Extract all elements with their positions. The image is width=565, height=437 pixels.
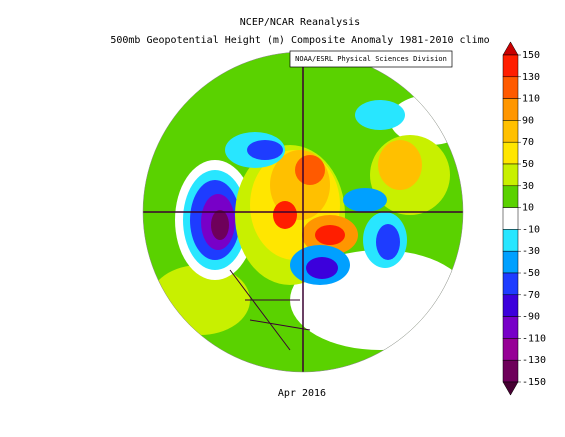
colorbar-tick-label: 50 [522, 159, 534, 170]
credit: NOAA/ESRL Physical Sciences Division [295, 55, 447, 63]
colorbar-segment [502, 54, 519, 78]
colorbar-tick-label: -70 [522, 290, 540, 301]
colorbar-tick-label: -30 [522, 246, 540, 257]
colorbar-segment [502, 76, 519, 99]
subtitle: 500mb Geopotential Height (m) Composite … [110, 35, 489, 46]
colorbar-segment [502, 207, 519, 230]
colorbar-tick-label: 10 [522, 203, 534, 214]
colorbar-tick-label: -130 [522, 355, 546, 366]
colorbar-segment [502, 338, 519, 361]
colorbar-arrow-top [502, 41, 519, 56]
date-label: Apr 2016 [278, 388, 326, 399]
colorbar-tick-label: -10 [522, 224, 540, 235]
colorbar-segment [502, 359, 519, 383]
colorbar-segment [502, 316, 519, 339]
colorbar-segment [502, 141, 519, 165]
colorbar-segment [502, 98, 519, 121]
colorbar-tick-label: 90 [522, 115, 534, 126]
colorbar-segment [502, 229, 519, 252]
colorbar-tick-label: -110 [522, 333, 546, 344]
colorbar-tick-label: -150 [522, 377, 546, 388]
colorbar-tick-label: 110 [522, 94, 540, 105]
colorbar-segment [502, 294, 519, 317]
colorbar-tick-label: -90 [522, 312, 540, 323]
colorbar-segment [502, 250, 519, 274]
colorbar-segment [502, 185, 519, 208]
credit-box [289, 50, 453, 68]
title: NCEP/NCAR Reanalysis [240, 17, 360, 28]
colorbar-segment [502, 163, 519, 187]
colorbar-tick-label: 130 [522, 72, 540, 83]
colorbar-tick-label: 150 [522, 50, 540, 61]
colorbar-segment [502, 272, 519, 296]
colorbar-tick-label: 30 [522, 181, 534, 192]
colorbar-segment [502, 120, 519, 143]
colorbar: 150 130 110 90 70 50 30 10 -10 -30 -50 -70 -90 -110 -1… [502, 41, 546, 396]
colorbar-tick-label: -50 [522, 268, 540, 279]
map [142, 51, 464, 373]
colorbar-tick-label: 70 [522, 137, 534, 148]
colorbar-arrow-bottom [502, 381, 519, 396]
